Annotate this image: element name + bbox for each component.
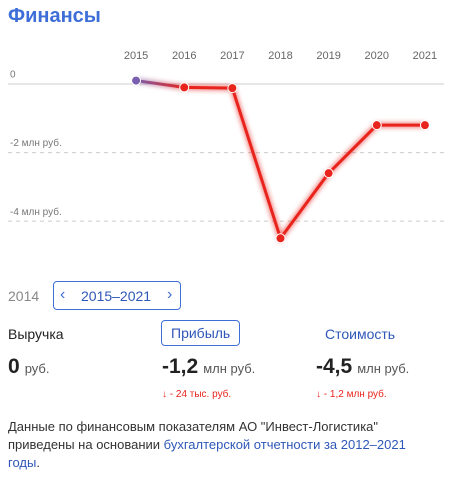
note: Данные по финансовым показателям АО "Инв… <box>8 418 438 472</box>
x-tick-label: 2021 <box>413 50 437 62</box>
point <box>179 82 190 93</box>
x-tick-label: 2019 <box>316 50 340 62</box>
down-arrow: ↓ <box>162 389 170 400</box>
x-tick-label: 2015 <box>124 50 148 62</box>
title: Финансы <box>8 5 101 27</box>
line <box>135 79 425 240</box>
note-text: Данные по финансовым показателям АО "Инв… <box>8 419 379 452</box>
y-tick-label: 0 <box>10 70 16 81</box>
metric-change: ↓ - 24 тыс. руб. <box>162 389 231 400</box>
x-tick-label: 2020 <box>365 50 389 62</box>
value: 0 <box>8 355 20 378</box>
period-label: 2015–2021 <box>81 288 152 304</box>
line-glow <box>135 78 425 244</box>
unit: млн руб. <box>357 361 410 376</box>
note-end: . <box>36 455 40 470</box>
previous-period[interactable]: 2014 <box>8 288 40 304</box>
point <box>323 168 334 179</box>
metric-change: ↓ - 1,2 млн руб. <box>316 389 387 400</box>
metric-name[interactable]: Стоимость <box>325 326 396 342</box>
change: - 24 тыс. руб. <box>169 389 232 400</box>
point <box>131 75 142 86</box>
unit: млн руб. <box>203 361 256 376</box>
chart: 2015 2016 2017 2018 2019 2020 2021 0 -2 млн руб.… <box>8 50 444 244</box>
point <box>419 120 430 131</box>
note-link[interactable]: бухгалтерской отчетности за 2012–2021 го… <box>8 437 406 470</box>
point <box>227 83 238 94</box>
metric-name[interactable]: Прибыль <box>161 320 241 346</box>
metric-value: -1,2 млн руб. <box>162 355 255 379</box>
metric-name[interactable]: Выручка <box>8 326 64 342</box>
prev-arrow[interactable]: ‹ <box>60 286 66 303</box>
change: - 1,2 млн руб. <box>323 389 387 400</box>
period-selector[interactable]: ‹ 2015–2021 › <box>53 281 181 310</box>
y-tick-label: -4 млн руб. <box>10 206 62 218</box>
next-arrow[interactable]: › <box>167 286 173 303</box>
point <box>275 233 286 244</box>
point <box>371 120 382 131</box>
x-tick-label: 2016 <box>172 50 196 62</box>
metric-value: 0 руб. <box>8 355 49 379</box>
unit: руб. <box>24 361 50 376</box>
x-tick-label: 2018 <box>268 50 292 62</box>
x-tick-label: 2017 <box>220 50 244 62</box>
down-arrow: ↓ <box>316 389 324 400</box>
metric-value: -4,5 млн руб. <box>316 355 409 379</box>
value: -4,5 <box>316 355 353 378</box>
value: -1,2 <box>162 355 199 378</box>
y-tick-label: -2 млн руб. <box>10 137 62 149</box>
